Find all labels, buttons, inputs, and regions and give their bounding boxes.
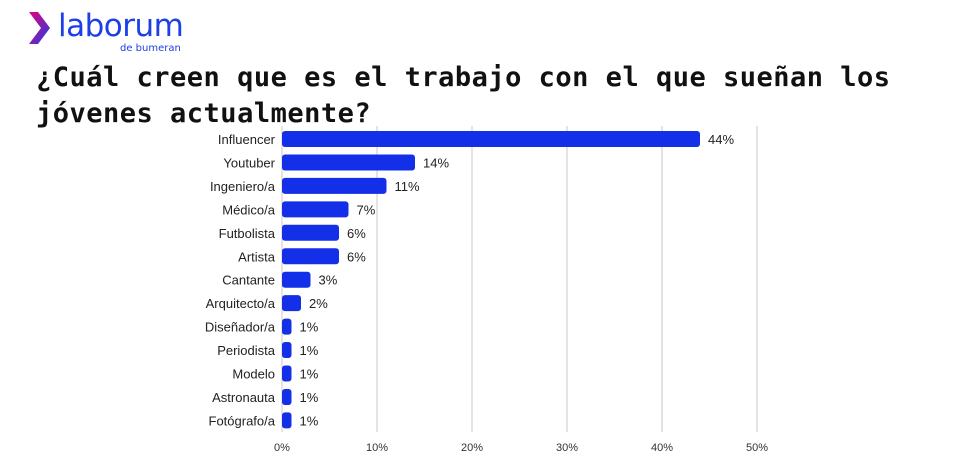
bar: [282, 365, 292, 382]
category-label: Youtuber: [223, 155, 275, 170]
data-label: 1%: [300, 320, 319, 335]
category-label: Influencer: [218, 132, 276, 147]
bar: [282, 318, 292, 335]
brand-name: laborum: [58, 8, 184, 44]
bar: [282, 201, 349, 218]
category-label: Fotógrafo/a: [209, 413, 276, 428]
data-label: 6%: [347, 226, 366, 241]
category-label: Arquitecto/a: [206, 296, 276, 311]
x-tick-label: 40%: [651, 442, 673, 454]
x-tick-label: 30%: [556, 442, 578, 454]
category-label: Astronauta: [212, 390, 276, 405]
bar: [282, 388, 292, 405]
bar: [282, 342, 292, 359]
data-label: 11%: [395, 179, 420, 194]
category-label: Cantante: [222, 273, 275, 288]
bar: [282, 177, 387, 194]
x-tick-label: 10%: [366, 442, 388, 454]
bar: [282, 295, 301, 312]
brand-logo: laborum de bumeran: [26, 8, 196, 58]
data-label: 44%: [708, 132, 734, 147]
x-tick-label: 0%: [274, 442, 290, 454]
category-label: Ingeniero/a: [210, 179, 276, 194]
category-label: Médico/a: [222, 202, 276, 217]
bar: [282, 154, 415, 171]
data-label: 6%: [347, 249, 366, 264]
category-label: Artista: [238, 249, 276, 264]
data-label: 1%: [300, 413, 319, 428]
bar: [282, 224, 339, 241]
data-label: 3%: [319, 273, 338, 288]
x-tick-label: 50%: [746, 442, 768, 454]
bar: [282, 131, 700, 147]
category-label: Periodista: [217, 343, 276, 358]
bar: [282, 271, 311, 288]
page-title: ¿Cuál creen que es el trabajo con el que…: [36, 62, 891, 129]
data-label: 1%: [300, 343, 319, 358]
data-label: 14%: [423, 155, 449, 170]
chevron-logo-icon: [29, 12, 50, 44]
bar: [282, 412, 292, 429]
category-label: Modelo: [232, 367, 275, 382]
category-label: Diseñador/a: [205, 320, 276, 335]
x-tick-label: 20%: [461, 442, 483, 454]
data-label: 2%: [309, 296, 328, 311]
data-label: 7%: [357, 202, 376, 217]
data-label: 1%: [300, 367, 319, 382]
data-label: 1%: [300, 390, 319, 405]
brand-tagline: de bumeran: [120, 43, 181, 54]
category-label: Futbolista: [219, 226, 276, 241]
bar: [282, 248, 339, 265]
